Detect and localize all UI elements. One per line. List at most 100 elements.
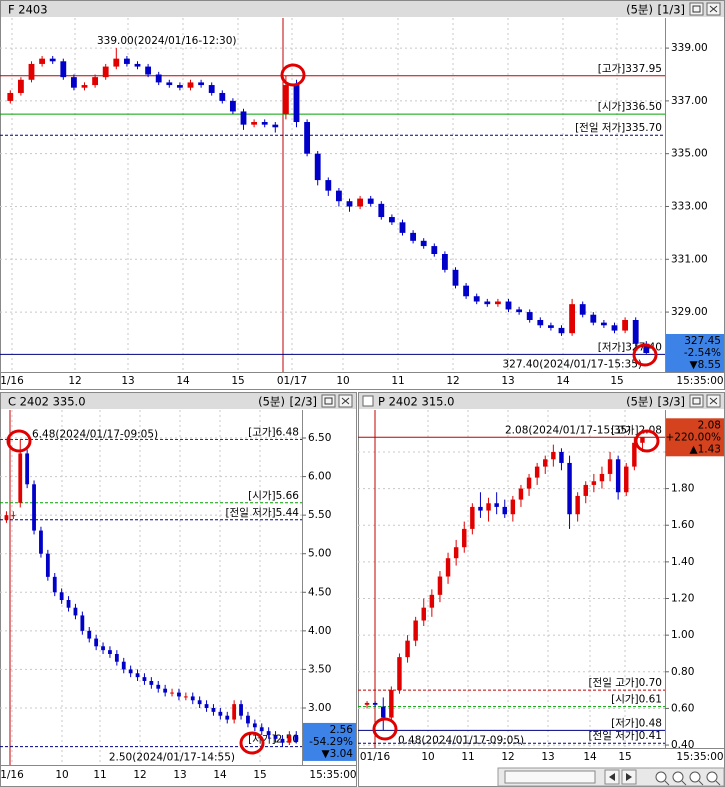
highlight-circle — [6, 429, 32, 453]
zoom-button[interactable] — [672, 771, 684, 783]
x-tick-label: 14 — [176, 375, 190, 387]
candle-body — [49, 58, 56, 62]
y-tick-label: 6.00 — [308, 471, 331, 483]
time-label: 15:35:00 — [676, 751, 723, 763]
x-tick-label: 11 — [391, 375, 404, 387]
candle-body — [166, 82, 173, 86]
y-tick-label: 329.00 — [671, 306, 708, 318]
candle-body — [357, 198, 364, 207]
x-tick-label: 10 — [55, 769, 68, 781]
level-label: [시가]5.66 — [248, 490, 299, 502]
y-tick-label: 5.00 — [308, 548, 331, 560]
candle-body — [149, 680, 154, 685]
candle-body — [123, 58, 130, 64]
candle-body — [287, 734, 292, 743]
candle-body — [405, 640, 410, 658]
checkbox[interactable] — [362, 395, 374, 407]
candle-body — [28, 63, 35, 80]
x-tick-label: 13 — [541, 751, 554, 763]
candle-body — [559, 451, 564, 463]
x-tick-label: 13 — [501, 375, 514, 387]
candle-body — [135, 673, 140, 678]
candle-body — [294, 734, 299, 742]
window-button[interactable] — [689, 2, 704, 16]
level-label: [시가]336.50 — [598, 101, 662, 113]
candle-body — [218, 711, 223, 716]
candle-body — [607, 459, 613, 474]
candle-body — [611, 325, 618, 331]
candle-body — [615, 459, 621, 493]
candle-body — [272, 124, 279, 128]
candle-body — [94, 638, 99, 647]
annotation: 327.40(2024/01/17-15:35) — [503, 358, 643, 370]
candle-body — [80, 615, 85, 631]
zoom-button[interactable] — [706, 771, 718, 783]
candle-body — [526, 312, 533, 320]
y-tick-label: 5.50 — [308, 509, 331, 521]
candle-body — [113, 58, 120, 67]
window-icon — [324, 397, 333, 405]
x-tick-label: 10 — [421, 751, 434, 763]
candle-body — [462, 528, 467, 548]
price-box-text: 2.08 — [698, 419, 721, 431]
candle-body — [225, 715, 230, 720]
title-bar — [1, 393, 356, 409]
close-icon — [709, 397, 718, 405]
candle-body — [643, 343, 650, 353]
highlight-circle — [634, 429, 660, 453]
price-box — [666, 418, 724, 457]
candle-body — [229, 100, 236, 112]
candle-body — [437, 576, 443, 595]
zoom-button[interactable] — [689, 771, 701, 783]
candle-body — [632, 442, 637, 467]
candle-body — [163, 688, 168, 693]
candle-body — [431, 246, 438, 254]
candle-body — [591, 481, 597, 485]
candle-body — [155, 74, 162, 83]
zoom-handle — [698, 780, 704, 786]
candle-body — [622, 319, 629, 331]
zoom-handle — [681, 780, 687, 786]
candle-body — [381, 706, 386, 718]
candle-body — [142, 677, 147, 681]
candle-body — [232, 704, 237, 720]
y-tick-label: 0.80 — [671, 666, 694, 678]
candle-body — [335, 190, 342, 202]
candle-body — [367, 198, 374, 204]
price-box — [303, 722, 356, 761]
x-tick-label: 11 — [461, 751, 474, 763]
x-tick-label: 12 — [501, 751, 514, 763]
y-tick-label: 1.80 — [671, 483, 694, 495]
candle-body — [558, 327, 565, 334]
x-tick-label: 13 — [121, 375, 134, 387]
panel-frame — [358, 392, 725, 787]
zoom-button[interactable] — [655, 771, 667, 783]
scroll-thumb[interactable] — [504, 770, 596, 784]
candle-body — [502, 506, 507, 515]
level-label: [고가]6.48 — [248, 427, 299, 439]
candle-body — [534, 466, 540, 478]
candle-body — [108, 650, 112, 654]
candle-body — [45, 553, 50, 577]
candle-body — [304, 122, 311, 154]
candle-body — [52, 576, 57, 593]
window-button[interactable] — [689, 394, 704, 408]
candle-body — [18, 453, 23, 503]
annotation: 2.08(2024/01/17-15:35) — [505, 424, 631, 436]
y-tick-label: 4.50 — [308, 586, 331, 598]
x-tick-label: 01/16 — [360, 751, 391, 763]
time-label: 15:35:00 — [309, 769, 356, 781]
window-button[interactable] — [321, 394, 336, 408]
candle-body — [537, 319, 544, 326]
candle-body — [378, 203, 385, 218]
y-tick-label: 1.40 — [671, 556, 694, 568]
candle-body — [177, 692, 181, 697]
y-tick-label: 1.20 — [671, 593, 694, 605]
candle-body — [114, 653, 119, 662]
panel-title: F 2403 — [8, 3, 48, 17]
y-tick-label: 0.60 — [671, 702, 694, 714]
candle-body — [198, 82, 205, 86]
candle-body — [388, 217, 395, 223]
candle-body — [543, 459, 548, 467]
candle-body — [59, 592, 64, 600]
